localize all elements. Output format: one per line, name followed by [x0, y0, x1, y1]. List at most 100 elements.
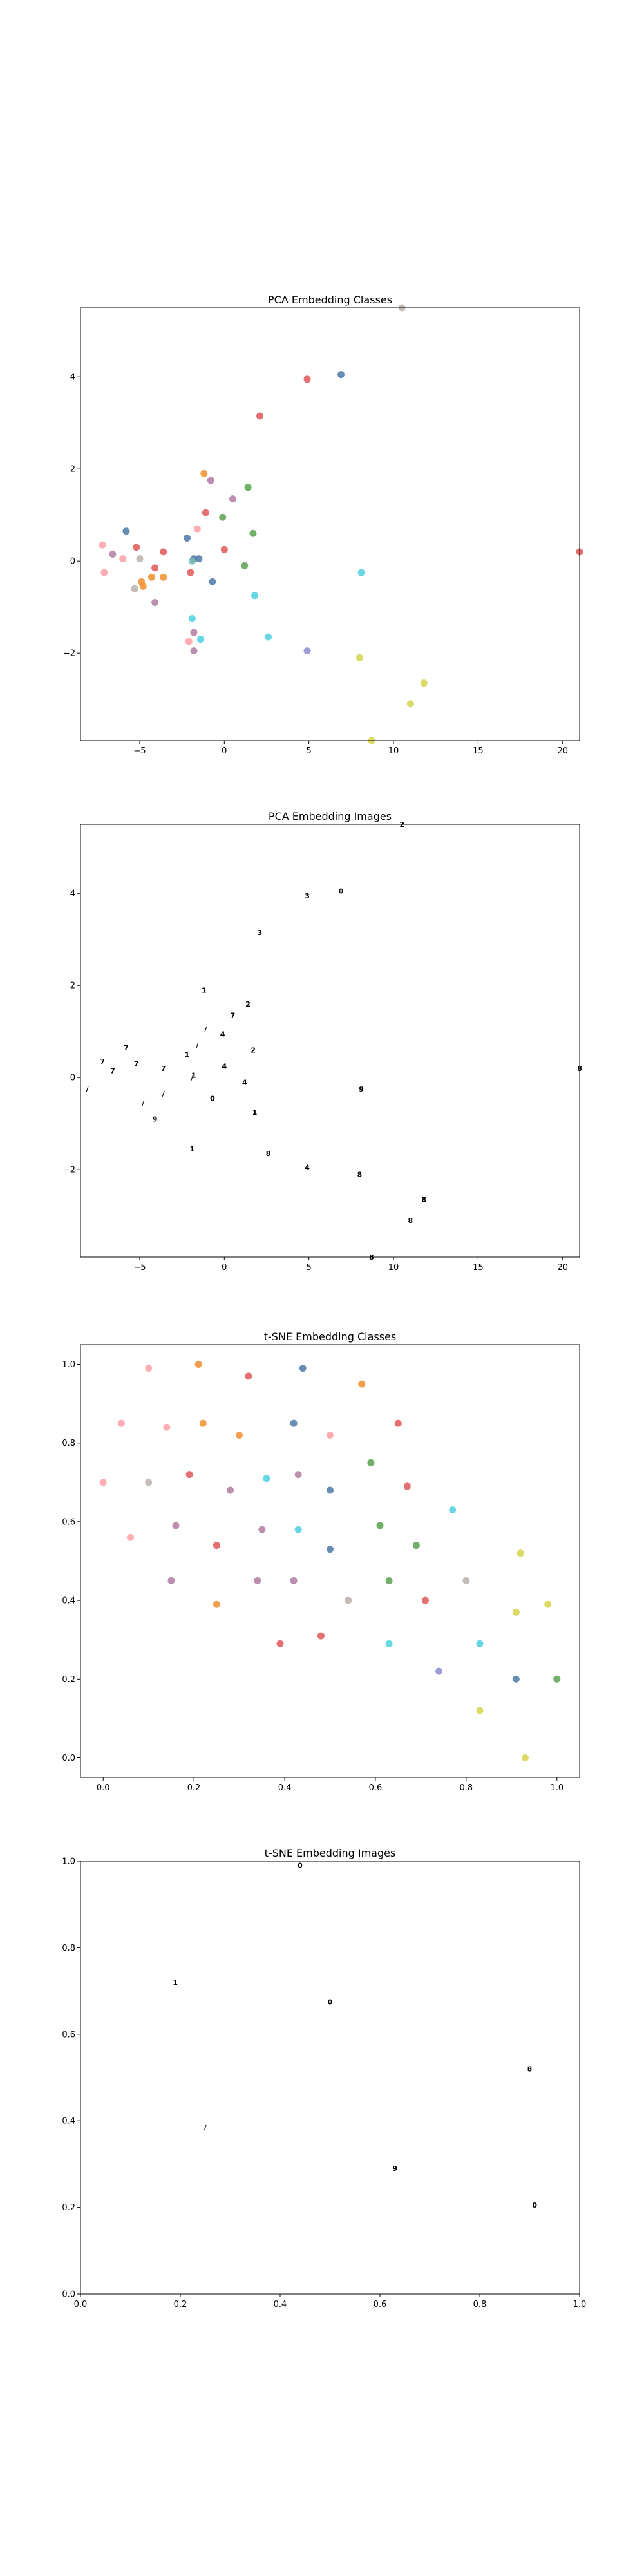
data-point-2	[194, 1361, 202, 1368]
data-point-20	[119, 555, 127, 563]
x-tick-label: 0.0	[97, 1783, 110, 1793]
image-point-6: 2	[245, 1000, 251, 1009]
data-point-26	[187, 569, 194, 576]
data-point-31	[516, 1549, 524, 1557]
data-point-32	[167, 1577, 175, 1585]
x-tick-label: 0.0	[74, 2300, 88, 2309]
image-point-13: 1	[185, 1050, 190, 1059]
data-point-42	[190, 647, 198, 655]
image-point-24: 9	[359, 1085, 364, 1094]
image-point-25: /	[162, 1090, 166, 1098]
image-point-2: 1	[173, 1978, 178, 1987]
data-point-50	[521, 1754, 529, 1761]
image-point-34: 8	[421, 1196, 426, 1204]
data-point-11	[122, 527, 130, 535]
data-point-5	[358, 1380, 366, 1388]
y-tick-label: 4	[70, 889, 75, 899]
data-point-28	[100, 569, 108, 576]
data-point-24	[172, 1522, 180, 1530]
data-point-39	[265, 633, 272, 641]
data-point-18	[109, 550, 117, 558]
data-point-36	[151, 599, 159, 607]
data-point-14	[99, 541, 106, 549]
x-tick-label: −5	[133, 1263, 146, 1273]
data-point-22	[188, 557, 196, 565]
image-point-10: /	[196, 1041, 199, 1050]
y-tick-label: 0.2	[62, 2203, 75, 2213]
data-point-40	[544, 1600, 552, 1608]
chart-title: t-SNE Embedding Images	[265, 1847, 396, 1859]
data-point-25	[213, 1542, 220, 1549]
data-point-3	[245, 1372, 252, 1380]
image-point-22: 4	[242, 1078, 247, 1086]
image-point-6: 9	[392, 2164, 397, 2173]
x-tick-label: 0.6	[369, 1783, 383, 1793]
y-tick-label: 0.0	[62, 2290, 75, 2300]
data-point-4	[299, 1365, 307, 1372]
y-tick-label: 0.4	[62, 1596, 75, 1606]
data-point-18	[263, 1475, 270, 1482]
data-point-10	[290, 1419, 298, 1427]
x-tick-label: 10	[388, 746, 399, 756]
data-point-5	[207, 477, 214, 484]
data-point-10	[193, 525, 201, 533]
data-point-43	[317, 1632, 325, 1640]
data-point-13	[367, 1459, 375, 1466]
data-point-49	[476, 1707, 484, 1714]
x-tick-label: 0	[222, 1263, 227, 1273]
y-tick-label: 1.0	[62, 1360, 75, 1370]
data-point-12	[394, 1419, 402, 1427]
data-point-32	[209, 578, 216, 585]
chart-panel-4: 0 1 0 8 / 9 0 t-SNE Embedding Images 0.0 0.2 0.4 0.…	[62, 1847, 586, 2309]
data-point-12	[249, 529, 257, 537]
image-point-28: 1	[252, 1108, 258, 1117]
image-point-8: /	[204, 1025, 207, 1034]
points-layer	[99, 1361, 561, 1761]
data-point-16	[185, 1471, 193, 1479]
image-point-30: 1	[190, 1145, 195, 1153]
data-point-29	[376, 1522, 384, 1530]
chart-title: PCA Embedding Images	[269, 810, 392, 822]
image-point-15: 7	[134, 1060, 139, 1068]
data-point-25	[151, 564, 159, 572]
data-point-14	[99, 1479, 107, 1486]
data-point-33	[213, 1600, 220, 1608]
data-point-19	[136, 555, 144, 563]
data-point-45	[476, 1640, 484, 1647]
x-tick-label: 0.4	[278, 1783, 292, 1793]
data-point-48	[553, 1675, 561, 1683]
data-point-45	[420, 679, 428, 687]
x-tick-label: 0.8	[460, 1783, 473, 1793]
data-point-20	[327, 1486, 334, 1494]
data-point-17	[160, 548, 167, 556]
data-point-1	[303, 375, 311, 383]
image-point-3: 0	[328, 1998, 333, 2006]
image-point-12: 2	[251, 1046, 256, 1054]
data-point-47	[512, 1675, 520, 1683]
data-point-38	[421, 1596, 429, 1604]
data-point-22	[449, 1506, 457, 1514]
y-tick-label: −2	[63, 649, 75, 659]
image-point-5: /	[204, 2123, 207, 2132]
x-tick-label: 5	[307, 746, 312, 756]
data-point-7	[229, 495, 236, 503]
x-tick-label: 20	[557, 746, 568, 756]
image-point-26: 0	[210, 1094, 215, 1103]
chart-panel-1: PCA Embedding Classes −5 0 5 10 15 20 −2 0 2 4	[63, 294, 583, 756]
points-layer	[99, 304, 583, 744]
data-point-38	[190, 629, 198, 636]
image-point-4: 8	[527, 2065, 533, 2074]
data-point-29	[160, 573, 167, 581]
data-point-13	[184, 534, 191, 542]
x-tick-label: 0	[222, 746, 227, 756]
x-tick-label: 1.0	[550, 1783, 564, 1793]
data-point-37	[188, 615, 196, 623]
data-point-21	[403, 1482, 411, 1490]
image-point-5: 1	[202, 986, 207, 994]
image-point-27: /	[142, 1099, 145, 1108]
data-point-40	[197, 636, 205, 643]
y-tick-label: 0	[70, 1074, 75, 1083]
y-tick-label: 2	[70, 981, 75, 991]
